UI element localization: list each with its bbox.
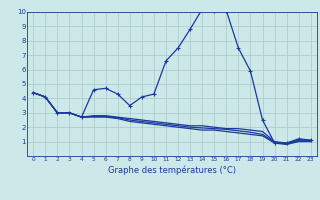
- X-axis label: Graphe des températures (°C): Graphe des températures (°C): [108, 165, 236, 175]
